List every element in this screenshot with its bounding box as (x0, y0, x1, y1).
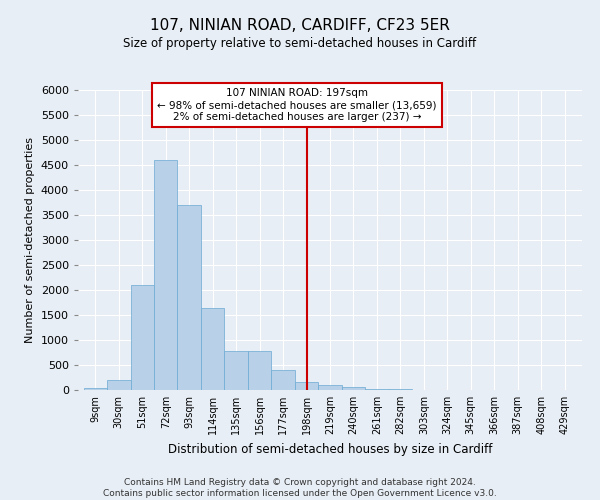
Text: Contains HM Land Registry data © Crown copyright and database right 2024.
Contai: Contains HM Land Registry data © Crown c… (103, 478, 497, 498)
Y-axis label: Number of semi-detached properties: Number of semi-detached properties (25, 137, 35, 343)
Bar (271, 370, 295, 390)
Bar (178, 205, 201, 390)
Text: 107 NINIAN ROAD: 197sqm
← 98% of semi-detached houses are smaller (13,659)
2% of: 107 NINIAN ROAD: 197sqm ← 98% of semi-de… (157, 88, 437, 122)
Bar (83, 388, 107, 390)
Bar (389, 389, 412, 390)
Bar (201, 308, 224, 390)
Bar (342, 386, 365, 390)
Bar (365, 388, 389, 390)
Text: Size of property relative to semi-detached houses in Cardiff: Size of property relative to semi-detach… (124, 38, 476, 51)
Bar (318, 385, 342, 390)
Bar (224, 351, 248, 390)
Text: 107, NINIAN ROAD, CARDIFF, CF23 5ER: 107, NINIAN ROAD, CARDIFF, CF23 5ER (150, 18, 450, 32)
Bar (248, 351, 271, 390)
Bar (107, 380, 131, 390)
Bar (131, 285, 154, 390)
Bar (295, 382, 318, 390)
Bar (154, 160, 178, 390)
X-axis label: Distribution of semi-detached houses by size in Cardiff: Distribution of semi-detached houses by … (168, 442, 492, 456)
